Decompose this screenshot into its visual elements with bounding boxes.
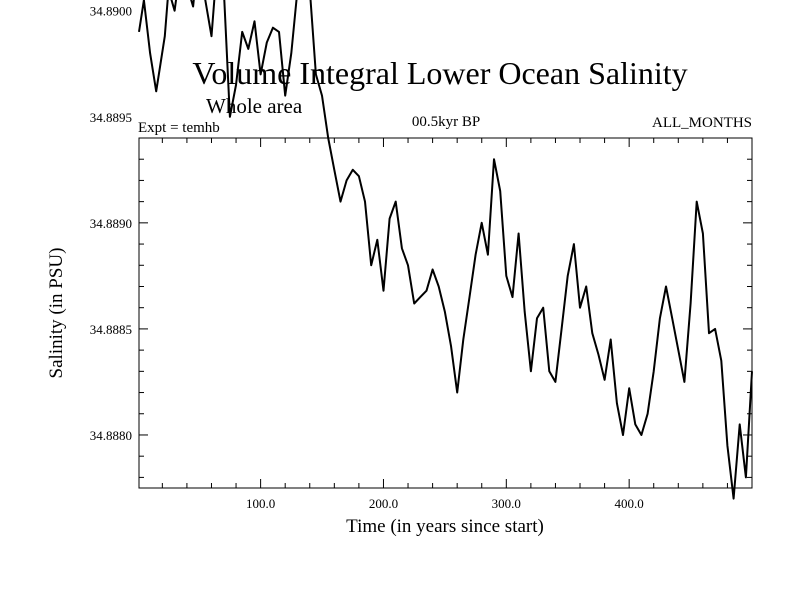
y-tick-label: 34.8895 (90, 110, 132, 125)
x-tick-label: 100.0 (246, 496, 275, 511)
salinity-series-line (138, 0, 753, 500)
x-axis: 100.0 200.0 300.0 400.0 (161, 138, 728, 511)
y-axis: 34.8880 34.8885 34.8890 34.8895 34.8900 (90, 4, 752, 478)
x-axis-label: Time (in years since start) (346, 516, 544, 537)
x-tick-label: 400.0 (615, 496, 644, 511)
chart-title: Volume Integral Lower Ocean Salinity (192, 55, 687, 91)
chart-subtitle: Whole area (206, 94, 303, 118)
experiment-label: Expt = temhb (138, 120, 220, 136)
y-tick-label: 34.8900 (90, 4, 132, 19)
plot-frame (138, 137, 753, 489)
y-tick-label: 34.8890 (90, 216, 132, 231)
period-label: 00.5kyr BP (412, 114, 480, 130)
x-tick-label: 200.0 (369, 496, 398, 511)
x-tick-label: 300.0 (492, 496, 521, 511)
y-axis-label: Salinity (in PSU) (46, 248, 67, 379)
months-label: ALL_MONTHS (652, 115, 752, 131)
y-tick-label: 34.8885 (90, 322, 132, 337)
y-tick-label: 34.8880 (90, 428, 132, 443)
